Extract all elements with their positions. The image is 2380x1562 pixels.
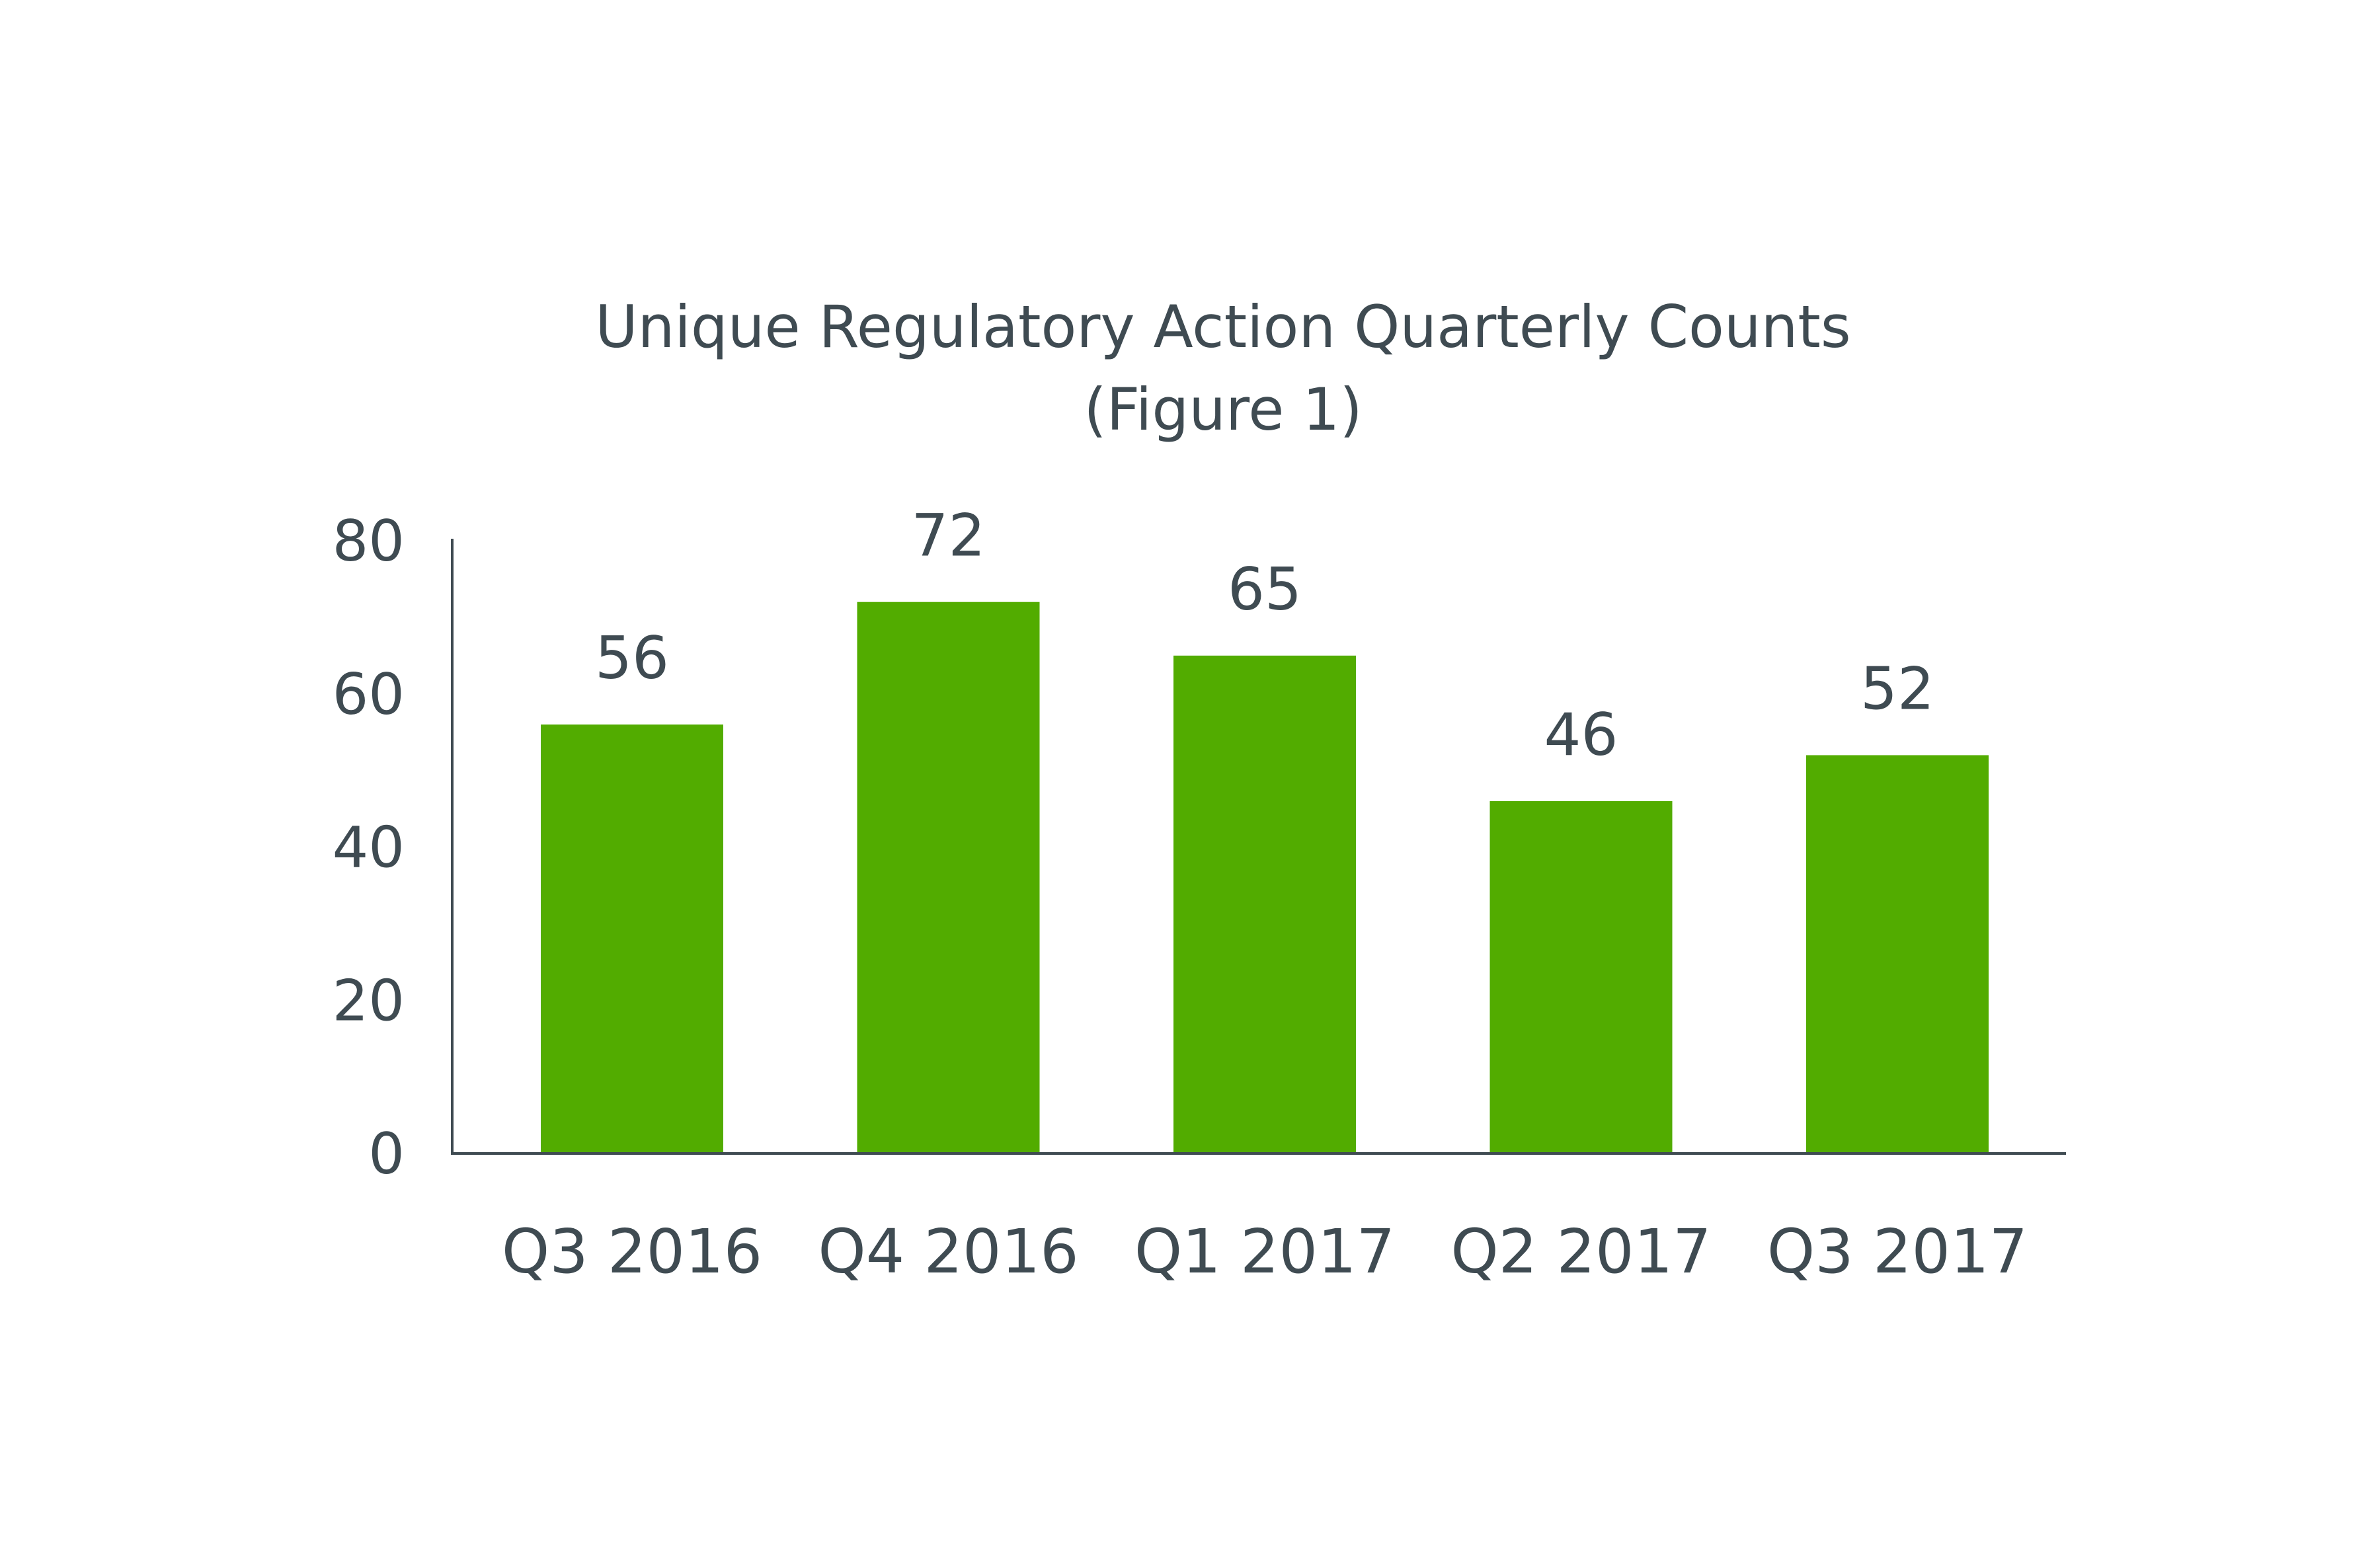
bar-value-label: 52 — [1860, 654, 1934, 722]
bar-value-label: 65 — [1228, 555, 1302, 623]
bar-value-label: 56 — [595, 624, 669, 692]
y-tick-label: 80 — [333, 508, 405, 574]
bar — [1489, 801, 1673, 1153]
y-tick-label: 0 — [368, 1121, 405, 1187]
bar — [857, 602, 1040, 1153]
x-category-label: Q3 2017 — [1767, 1216, 2028, 1287]
x-category-label: Q2 2017 — [1450, 1216, 1711, 1287]
bars — [541, 602, 1989, 1153]
x-axis-labels: Q3 2016 Q4 2016 Q1 2017 Q2 2017 Q3 2017 — [502, 1216, 2028, 1287]
x-category-label: Q1 2017 — [1134, 1216, 1395, 1287]
y-tick-label: 40 — [333, 815, 405, 881]
bar-value-label: 72 — [912, 502, 986, 570]
bar-value-label: 46 — [1544, 701, 1618, 769]
bar — [1806, 755, 1989, 1153]
data-labels: 56 72 65 46 52 — [595, 502, 1934, 769]
bar — [541, 724, 723, 1153]
chart-subtitle: (Figure 1) — [1084, 375, 1362, 444]
chart-title: Unique Regulatory Action Quarterly Count… — [595, 293, 1851, 361]
y-axis-ticks: 0 20 40 60 80 — [333, 508, 405, 1187]
bar — [1173, 655, 1356, 1153]
y-tick-label: 60 — [333, 662, 405, 728]
x-category-label: Q3 2016 — [502, 1216, 762, 1287]
x-category-label: Q4 2016 — [818, 1216, 1078, 1287]
y-tick-label: 20 — [333, 968, 405, 1034]
